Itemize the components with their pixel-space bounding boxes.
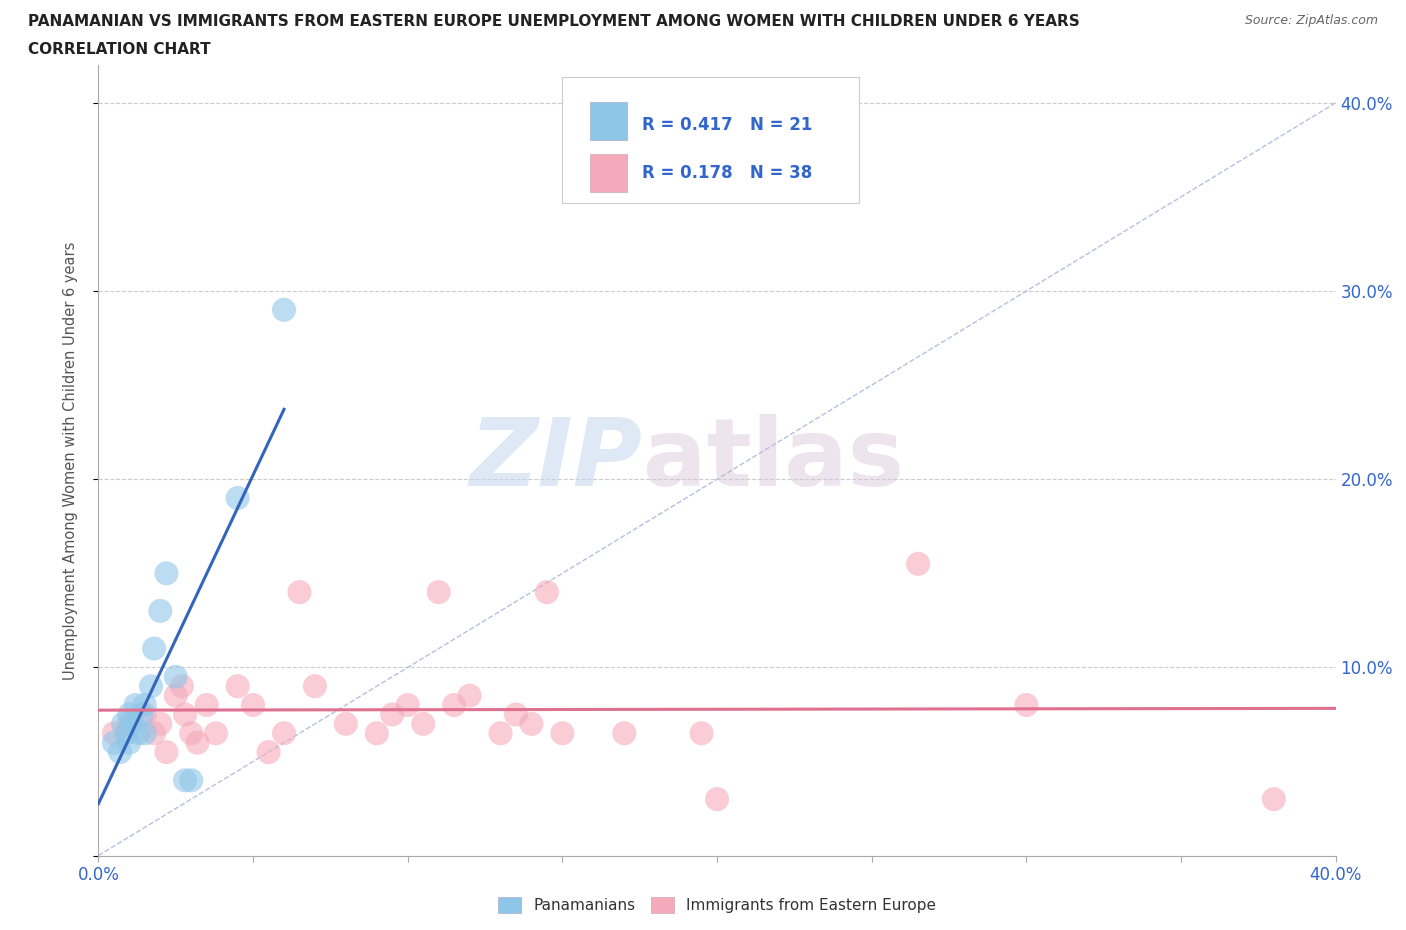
Point: [288, 585, 311, 600]
Point: [139, 679, 162, 694]
Point: [489, 725, 512, 740]
Point: [536, 585, 558, 600]
Bar: [589, 102, 627, 140]
Text: R = 0.417   N = 21: R = 0.417 N = 21: [641, 116, 811, 134]
Point: [195, 698, 218, 712]
Point: [143, 725, 166, 740]
Point: [124, 698, 146, 712]
Point: [335, 716, 357, 731]
Point: [128, 725, 150, 740]
Point: [149, 716, 172, 731]
Y-axis label: Unemployment Among Women with Children Under 6 years: Unemployment Among Women with Children U…: [63, 241, 77, 680]
Point: [134, 725, 156, 740]
Point: [366, 725, 388, 740]
Point: [155, 565, 177, 580]
Point: [180, 725, 202, 740]
Point: [108, 745, 131, 760]
Point: [103, 736, 125, 751]
Point: [118, 716, 141, 731]
Point: [273, 302, 295, 317]
Point: [115, 725, 138, 740]
Text: Source: ZipAtlas.com: Source: ZipAtlas.com: [1244, 14, 1378, 27]
Text: CORRELATION CHART: CORRELATION CHART: [28, 42, 211, 57]
Point: [174, 707, 197, 722]
Text: R = 0.178   N = 38: R = 0.178 N = 38: [641, 164, 811, 181]
Point: [257, 745, 280, 760]
Point: [174, 773, 197, 788]
Point: [505, 707, 527, 722]
Text: PANAMANIAN VS IMMIGRANTS FROM EASTERN EUROPE UNEMPLOYMENT AMONG WOMEN WITH CHILD: PANAMANIAN VS IMMIGRANTS FROM EASTERN EU…: [28, 14, 1080, 29]
Point: [396, 698, 419, 712]
Point: [907, 556, 929, 571]
Point: [443, 698, 465, 712]
Legend: Panamanians, Immigrants from Eastern Europe: Panamanians, Immigrants from Eastern Eur…: [492, 891, 942, 919]
Bar: [589, 153, 627, 192]
Point: [304, 679, 326, 694]
Point: [226, 490, 249, 505]
Point: [427, 585, 450, 600]
Point: [121, 716, 143, 731]
Point: [458, 688, 481, 703]
Point: [149, 604, 172, 618]
Point: [118, 736, 141, 751]
Text: ZIP: ZIP: [470, 415, 643, 506]
Point: [412, 716, 434, 731]
Point: [134, 698, 156, 712]
Point: [1015, 698, 1038, 712]
Point: [381, 707, 404, 722]
Point: [613, 725, 636, 740]
Point: [520, 716, 543, 731]
Point: [273, 725, 295, 740]
Point: [205, 725, 228, 740]
Point: [180, 773, 202, 788]
Point: [118, 707, 141, 722]
Point: [186, 736, 208, 751]
Point: [690, 725, 713, 740]
Point: [170, 679, 193, 694]
Point: [226, 679, 249, 694]
Point: [165, 688, 187, 703]
Point: [155, 745, 177, 760]
Point: [112, 716, 135, 731]
Point: [165, 670, 187, 684]
Point: [551, 725, 574, 740]
Point: [103, 725, 125, 740]
FancyBboxPatch shape: [562, 77, 859, 204]
Point: [143, 641, 166, 656]
Point: [706, 791, 728, 806]
Point: [1263, 791, 1285, 806]
Point: [134, 707, 156, 722]
Point: [242, 698, 264, 712]
Text: atlas: atlas: [643, 415, 904, 506]
Point: [131, 707, 153, 722]
